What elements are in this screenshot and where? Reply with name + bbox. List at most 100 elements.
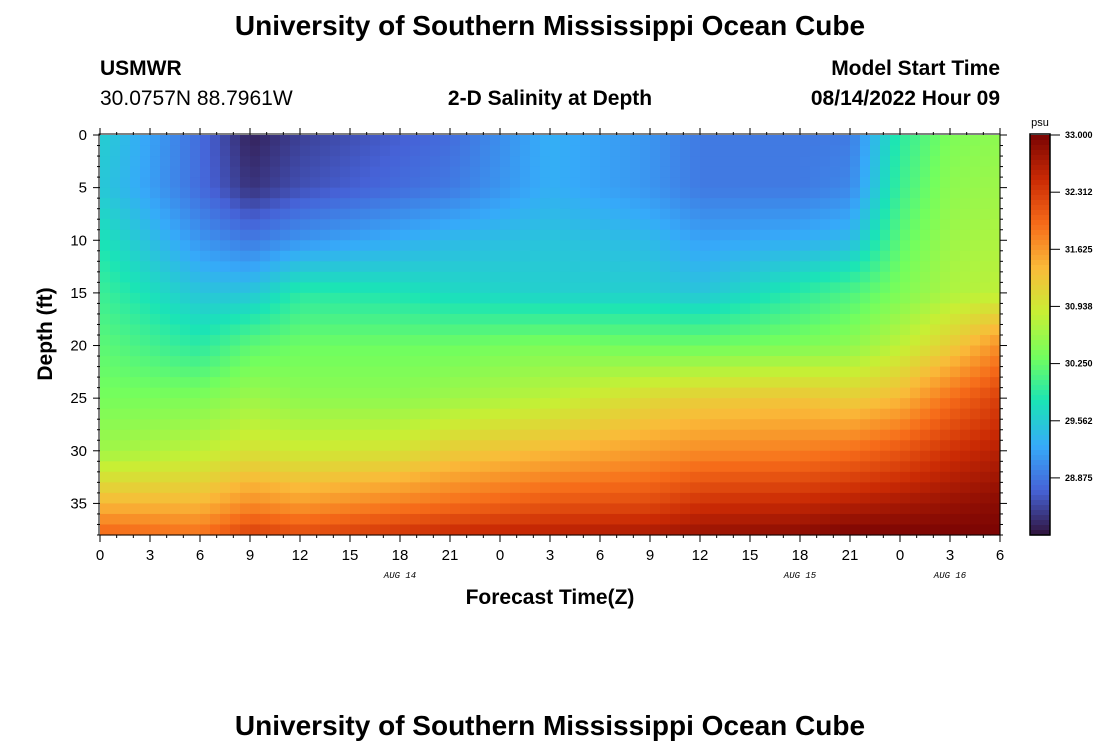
heatmap-cell bbox=[720, 177, 731, 189]
heatmap-cell bbox=[940, 356, 951, 368]
heatmap-cell bbox=[660, 303, 671, 315]
heatmap-cell bbox=[500, 419, 511, 431]
heatmap-cell bbox=[560, 198, 571, 210]
heatmap-cell bbox=[510, 282, 521, 294]
heatmap-cell bbox=[230, 313, 241, 326]
heatmap-cell bbox=[280, 429, 291, 441]
heatmap-cell bbox=[570, 398, 581, 410]
heatmap-cell bbox=[420, 387, 431, 399]
heatmap-cell bbox=[110, 482, 121, 494]
heatmap-cell bbox=[520, 503, 531, 515]
heatmap-cell bbox=[530, 492, 541, 505]
heatmap-cell bbox=[380, 240, 391, 252]
heatmap-cell bbox=[300, 177, 311, 189]
heatmap-cell bbox=[330, 482, 341, 494]
heatmap-cell bbox=[770, 419, 781, 431]
heatmap-cell bbox=[890, 492, 901, 505]
heatmap-cell bbox=[530, 513, 541, 526]
heatmap-cell bbox=[980, 324, 991, 336]
heatmap-cell bbox=[590, 187, 601, 199]
heatmap-cell bbox=[290, 482, 301, 494]
heatmap-cell bbox=[660, 156, 671, 168]
heatmap-cell bbox=[820, 166, 831, 178]
heatmap-cell bbox=[380, 377, 391, 389]
heatmap-cell bbox=[590, 335, 601, 347]
heatmap-cell bbox=[580, 513, 591, 526]
heatmap-cell bbox=[320, 240, 331, 252]
heatmap-cell bbox=[680, 166, 691, 178]
colorbar-segment bbox=[1030, 180, 1050, 186]
heatmap-cell bbox=[900, 324, 911, 336]
heatmap-cell bbox=[300, 271, 311, 283]
heatmap-cell bbox=[360, 503, 371, 515]
heatmap-cell bbox=[550, 419, 561, 431]
heatmap-cell bbox=[430, 503, 441, 515]
heatmap-cell bbox=[390, 366, 401, 378]
heatmap-cell bbox=[410, 471, 421, 483]
heatmap-cell bbox=[460, 250, 471, 262]
heatmap-cell bbox=[750, 156, 761, 168]
heatmap-cell bbox=[860, 313, 871, 326]
heatmap-cell bbox=[350, 524, 361, 536]
heatmap-cell bbox=[340, 198, 351, 210]
heatmap-cell bbox=[580, 187, 591, 199]
heatmap-cell bbox=[240, 366, 251, 378]
heatmap-cell bbox=[120, 271, 131, 283]
heatmap-cell bbox=[100, 240, 111, 252]
heatmap-cell bbox=[330, 145, 341, 157]
heatmap-cell bbox=[260, 398, 271, 410]
heatmap-cell bbox=[450, 419, 461, 431]
heatmap-cell bbox=[940, 282, 951, 294]
heatmap-cell bbox=[160, 356, 171, 368]
heatmap-cell bbox=[640, 408, 651, 420]
heatmap-cell bbox=[140, 398, 151, 410]
heatmap-cell bbox=[790, 377, 801, 389]
heatmap-cell bbox=[220, 503, 231, 515]
heatmap-cell bbox=[810, 503, 821, 515]
heatmap-cell bbox=[270, 229, 281, 241]
heatmap-cell bbox=[310, 324, 321, 336]
heatmap-cell bbox=[280, 303, 291, 315]
heatmap-cell bbox=[250, 482, 261, 494]
heatmap-cell bbox=[210, 313, 221, 326]
heatmap-cell bbox=[250, 335, 261, 347]
heatmap-cell bbox=[370, 398, 381, 410]
heatmap-cell bbox=[880, 471, 891, 483]
heatmap-cell bbox=[230, 303, 241, 315]
heatmap-cell bbox=[260, 461, 271, 473]
heatmap-cell bbox=[850, 177, 861, 189]
heatmap-cell bbox=[570, 450, 581, 462]
heatmap-cell bbox=[390, 513, 401, 526]
heatmap-cell bbox=[620, 198, 631, 210]
heatmap-cell bbox=[340, 366, 351, 378]
heatmap-cell bbox=[830, 187, 841, 199]
heatmap-cell bbox=[550, 261, 561, 273]
heatmap-cell bbox=[510, 482, 521, 494]
heatmap-cell bbox=[500, 461, 511, 473]
heatmap-cell bbox=[960, 135, 971, 147]
heatmap-cell bbox=[680, 177, 691, 189]
heatmap-cell bbox=[600, 271, 611, 283]
heatmap-cell bbox=[240, 419, 251, 431]
heatmap-cell bbox=[180, 398, 191, 410]
heatmap-cell bbox=[970, 303, 981, 315]
heatmap-cell bbox=[900, 398, 911, 410]
heatmap-cell bbox=[360, 219, 371, 231]
heatmap-cell bbox=[310, 240, 321, 252]
heatmap-cell bbox=[380, 166, 391, 178]
heatmap-cell bbox=[830, 366, 841, 378]
heatmap-cell bbox=[440, 145, 451, 157]
heatmap-cell bbox=[150, 398, 161, 410]
heatmap-cell bbox=[310, 482, 321, 494]
colorbar-segment bbox=[1030, 375, 1050, 381]
heatmap-cell bbox=[400, 156, 411, 168]
heatmap-cell bbox=[470, 377, 481, 389]
heatmap-cell bbox=[540, 366, 551, 378]
heatmap-cell bbox=[330, 198, 341, 210]
heatmap-cell bbox=[930, 335, 941, 347]
heatmap-cell bbox=[300, 198, 311, 210]
heatmap-cell bbox=[790, 524, 801, 536]
heatmap-cell bbox=[900, 524, 911, 536]
heatmap-cell bbox=[810, 135, 821, 147]
heatmap-cell bbox=[450, 524, 461, 536]
